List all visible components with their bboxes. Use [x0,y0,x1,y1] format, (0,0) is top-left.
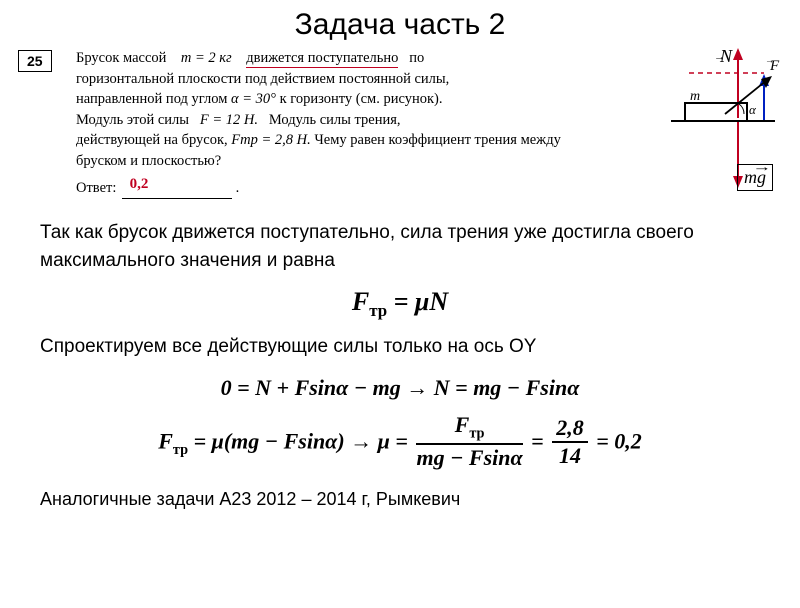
fraction-2: 2,814 [552,417,588,467]
q-text: к горизонту (см. рисунок). [280,91,443,107]
q-friction: Fтр = 2,8 Н. [231,132,310,148]
q-text: горизонтальной плоскости под действием п… [76,71,449,87]
q-underline: движется поступательно [246,50,398,68]
f3-mid: = [526,429,550,454]
q-force: F = 12 Н. [200,112,258,128]
f-rhs: = μN [387,287,448,316]
label-m: m [690,89,700,104]
q-text: направленной под углом [76,91,227,107]
slide-title: Задача часть 2 [0,8,800,42]
f3-tail: = 0,2 [591,429,642,454]
formula-projection: 0 = N + Fsinα − mg → N = mg − Fsinα [0,375,800,401]
footer-note: Аналогичные задачи А23 2012 – 2014 г, Ры… [40,489,800,510]
question-text: Брусок массой m = 2 кг движется поступат… [76,48,596,171]
question-number: 25 [18,50,52,72]
explanation-2: Спроектируем все действующие силы только… [40,333,760,361]
f3-num2: 2,8 [552,417,588,443]
f3-den1: mg − Fsinα [416,445,522,469]
f3-num1: F [455,412,470,437]
answer-line: 0,2 [122,181,232,199]
q-text: бруском и плоскостью? [76,153,221,169]
label-mg: mg [737,164,773,191]
f-lhs: F [352,287,369,316]
svg-text:→: → [714,51,725,63]
q-text: действующей на брусок, [76,132,228,148]
svg-text:→: → [765,55,774,65]
q-text: Чему равен коэффициент трения между [314,132,560,148]
f3-b: = μ(mg − Fsinα) → μ = [188,429,413,454]
answer-label: Ответ: [76,180,116,196]
fraction-1: Fтр mg − Fsinα [416,414,522,469]
formula-friction: Fтр = μN [0,287,800,321]
f3-sub-a: тр [173,442,188,458]
explanation-1: Так как брусок движется поступательно, с… [40,219,760,274]
label-alpha: α [749,102,757,117]
q-text: Брусок массой [76,50,166,66]
q-text: по [409,50,424,66]
f-sub: тр [369,301,387,320]
f3-num1-sub: тр [469,426,484,442]
f3-den2: 14 [552,443,588,467]
q-text: Модуль силы трения, [269,112,401,128]
answer-value: 0,2 [130,176,149,192]
formula-solution: Fтр = μ(mg − Fsinα) → μ = Fтрmg − Fsinα … [0,416,800,471]
q-text: Модуль этой силы [76,112,189,128]
q-mass: m = 2 кг [181,50,232,66]
q-angle: α = 30° [231,91,276,107]
f3-a: F [158,429,173,454]
